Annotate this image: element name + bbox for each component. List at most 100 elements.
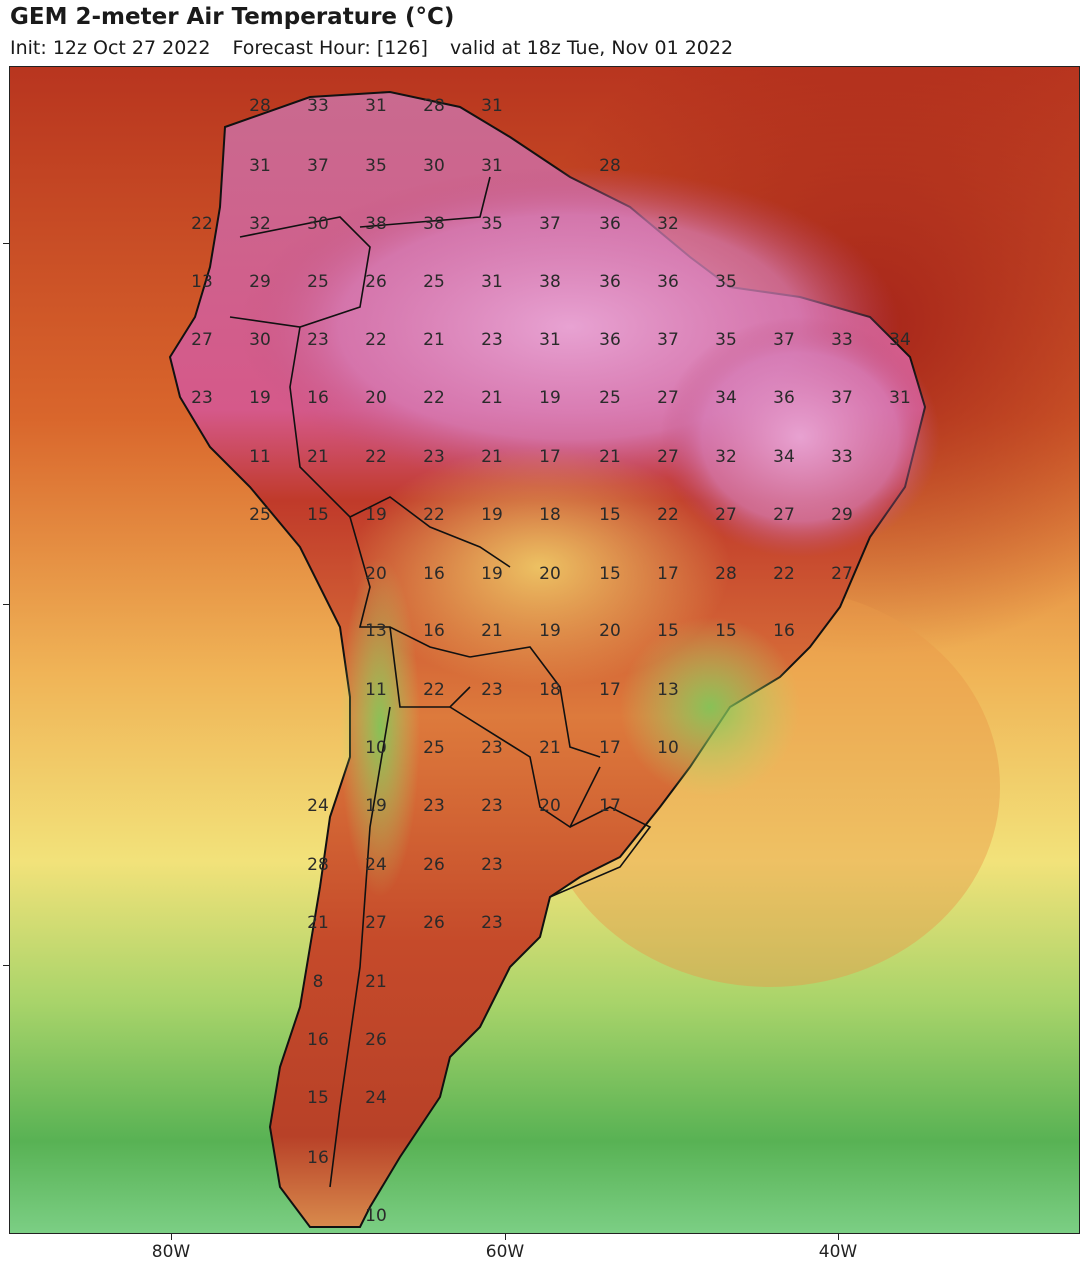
temperature-labels: 28 33 31 28 31 31 37 35 30 31 28 22 32 30 38 38 35 37 36 32… — [191, 96, 911, 1226]
temperature-value: 25 — [423, 738, 445, 758]
temperature-value: 26 — [365, 1030, 387, 1050]
temperature-value: 23 — [423, 447, 445, 467]
map-subtitle: Init: 12z Oct 27 2022 Forecast Hour: [12… — [10, 37, 749, 59]
temperature-value: 27 — [365, 913, 387, 933]
valid-time: valid at 18z Tue, Nov 01 2022 — [449, 37, 734, 59]
temperature-value: 20 — [539, 564, 561, 584]
temperature-value: 25 — [423, 272, 445, 292]
x-tickmark — [505, 1234, 506, 1240]
temperature-value: 31 — [481, 156, 503, 176]
temperature-value: 30 — [249, 330, 271, 350]
temperature-value: 19 — [539, 388, 561, 408]
map-title: GEM 2-meter Air Temperature (°C) — [10, 4, 455, 30]
temperature-value: 24 — [365, 855, 387, 875]
temperature-value: 36 — [657, 272, 679, 292]
temperature-value: 10 — [365, 1206, 387, 1226]
temperature-value: 25 — [599, 388, 621, 408]
temperature-value: 11 — [365, 680, 387, 700]
temperature-value: 37 — [307, 156, 329, 176]
map-canvas: 28 33 31 28 31 31 37 35 30 31 28 22 32 30 38 38 35 37 36 32… — [10, 67, 1079, 1233]
temperature-value: 22 — [365, 447, 387, 467]
temperature-value: 35 — [365, 156, 387, 176]
temperature-value: 13 — [191, 272, 213, 292]
temperature-value: 21 — [423, 330, 445, 350]
temperature-value: 17 — [599, 680, 621, 700]
temperature-value: 11 — [249, 447, 271, 467]
country-borders — [229, 176, 652, 1188]
temperature-value: 37 — [831, 388, 853, 408]
temperature-value: 31 — [889, 388, 911, 408]
temperature-value: 29 — [831, 505, 853, 525]
temperature-value: 31 — [481, 96, 503, 116]
temperature-value: 15 — [715, 621, 737, 641]
temperature-map: 28 33 31 28 31 31 37 35 30 31 28 22 32 30 38 38 35 37 36 32… — [9, 66, 1080, 1234]
temperature-value: 23 — [481, 738, 503, 758]
temperature-value: 22 — [773, 564, 795, 584]
x-tick-label: 40W — [818, 1242, 858, 1262]
temperature-value: 28 — [307, 855, 329, 875]
temperature-value: 25 — [249, 505, 271, 525]
temperature-value: 22 — [365, 330, 387, 350]
temperature-value: 23 — [481, 796, 503, 816]
temperature-value: 15 — [657, 621, 679, 641]
x-tickmark — [838, 1234, 839, 1240]
temperature-value: 19 — [365, 505, 387, 525]
temperature-value: 36 — [599, 330, 621, 350]
temperature-value: 35 — [481, 214, 503, 234]
temperature-value: 33 — [831, 330, 853, 350]
temperature-value: 24 — [365, 1088, 387, 1108]
temperature-value: 35 — [715, 330, 737, 350]
temperature-value: 36 — [599, 214, 621, 234]
y-tickmark — [3, 604, 9, 605]
temperature-value: 28 — [715, 564, 737, 584]
temperature-value: 19 — [365, 796, 387, 816]
y-tickmark — [3, 965, 9, 966]
temperature-value: 23 — [423, 796, 445, 816]
temperature-value: 37 — [539, 214, 561, 234]
temperature-value: 23 — [481, 330, 503, 350]
temperature-value: 16 — [307, 388, 329, 408]
temperature-value: 28 — [423, 96, 445, 116]
temperature-value: 20 — [539, 796, 561, 816]
y-tickmark — [3, 243, 9, 244]
temperature-value: 20 — [365, 388, 387, 408]
temperature-value: 17 — [599, 738, 621, 758]
temperature-value: 21 — [365, 972, 387, 992]
temperature-value: 38 — [365, 214, 387, 234]
temperature-value: 33 — [307, 96, 329, 116]
temperature-value: 20 — [365, 564, 387, 584]
temperature-value: 35 — [715, 272, 737, 292]
temperature-value: 19 — [481, 505, 503, 525]
temperature-value: 17 — [599, 796, 621, 816]
temperature-value: 23 — [307, 330, 329, 350]
temperature-value: 21 — [599, 447, 621, 467]
temperature-value: 15 — [599, 564, 621, 584]
temperature-value: 29 — [249, 272, 271, 292]
temperature-value: 16 — [307, 1030, 329, 1050]
temperature-value: 26 — [423, 855, 445, 875]
temperature-value: 15 — [307, 505, 329, 525]
temperature-value: 8 — [313, 972, 324, 992]
temperature-value: 32 — [249, 214, 271, 234]
temperature-value: 17 — [657, 564, 679, 584]
temperature-value: 13 — [657, 680, 679, 700]
temperature-value: 16 — [423, 564, 445, 584]
temperature-value: 27 — [657, 447, 679, 467]
temperature-value: 34 — [773, 447, 795, 467]
temperature-value: 17 — [539, 447, 561, 467]
temperature-value: 26 — [365, 272, 387, 292]
temperature-value: 18 — [539, 505, 561, 525]
temperature-value: 21 — [307, 913, 329, 933]
temperature-value: 26 — [423, 913, 445, 933]
temperature-value: 23 — [191, 388, 213, 408]
temperature-value: 22 — [191, 214, 213, 234]
central-yellow-zone — [350, 447, 730, 687]
temperature-value: 13 — [365, 621, 387, 641]
temperature-value: 27 — [773, 505, 795, 525]
temperature-value: 10 — [657, 738, 679, 758]
x-tick-label: 80W — [151, 1242, 191, 1262]
temperature-value: 32 — [657, 214, 679, 234]
temperature-value: 32 — [715, 447, 737, 467]
temperature-value: 30 — [423, 156, 445, 176]
init-time: Init: 12z Oct 27 2022 — [10, 37, 211, 59]
